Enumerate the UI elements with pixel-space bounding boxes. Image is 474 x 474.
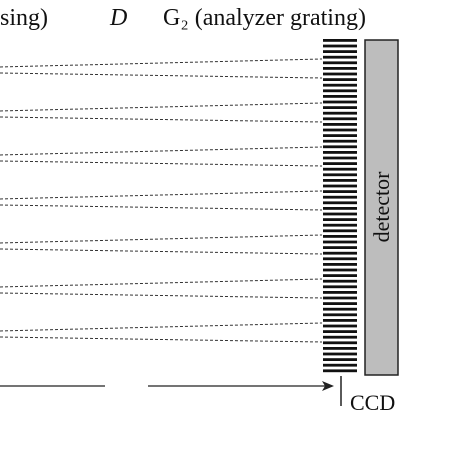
beam-dash	[0, 102, 323, 112]
beam-dash	[0, 292, 323, 299]
label-grating: G₂ (analyzer grating)	[163, 5, 366, 31]
beam-dash	[0, 146, 323, 156]
grating-bar	[323, 341, 357, 345]
beam-dash	[0, 336, 323, 343]
grating-bar	[323, 279, 357, 283]
beam-dash	[0, 72, 323, 79]
grating-bar	[323, 50, 357, 53]
grating-bar	[323, 167, 357, 171]
grating-bar	[323, 100, 357, 104]
grating-bar	[323, 352, 357, 356]
grating-bar	[323, 195, 357, 199]
label-ccd: CCD	[350, 390, 395, 415]
grating-bar	[323, 229, 357, 233]
beam-dash	[0, 204, 323, 211]
grating-bar	[323, 324, 357, 328]
grating-bar	[323, 212, 357, 216]
grating-bar	[323, 156, 357, 160]
grating-bar	[323, 128, 357, 132]
grating-bar	[323, 263, 357, 266]
grating-bar	[323, 363, 357, 367]
grating-bar	[323, 330, 357, 333]
beam-dash	[0, 116, 323, 123]
grating-bar	[323, 190, 357, 193]
grating-bar	[323, 307, 357, 311]
grating-bar	[323, 117, 357, 121]
grating-bar	[323, 111, 357, 115]
beam-dash	[0, 278, 323, 288]
grating-bar	[323, 151, 357, 154]
grating-bar	[323, 235, 357, 238]
grating-bar	[323, 302, 357, 305]
grating-bar	[323, 274, 357, 277]
grating-bar	[323, 246, 357, 249]
grating-bar	[323, 257, 357, 261]
grating-bar	[323, 223, 357, 227]
grating-bar	[323, 369, 357, 373]
grating-bar	[323, 106, 357, 109]
grating-bar	[323, 139, 357, 143]
label-detector: detector	[369, 171, 394, 243]
grating-bar	[323, 89, 357, 93]
grating-bar	[323, 296, 357, 300]
grating-bar	[323, 285, 357, 289]
grating-bar	[323, 78, 357, 81]
beam-dash	[0, 322, 323, 332]
grating-bar	[323, 173, 357, 177]
grating-bar	[323, 201, 357, 205]
beam-dash	[0, 248, 323, 255]
grating-bar	[323, 95, 357, 98]
grating-bar	[323, 83, 357, 87]
grating-bar	[323, 44, 357, 48]
label-fragment: sing)	[0, 5, 48, 31]
grating-bar	[323, 291, 357, 294]
grating-bar	[323, 218, 357, 221]
grating-bar	[323, 358, 357, 361]
grating-bar	[323, 39, 357, 42]
grating-bar	[323, 184, 357, 188]
grating-bar	[323, 319, 357, 322]
grating-bar	[323, 72, 357, 76]
grating-bar	[323, 268, 357, 272]
beam-dash	[0, 58, 323, 68]
grating-bar	[323, 134, 357, 137]
grating-bar	[323, 347, 357, 350]
detector-box	[364, 39, 399, 376]
beam-dash	[0, 160, 323, 167]
grating-bar	[323, 61, 357, 65]
grating-bar	[323, 335, 357, 339]
beam-dash	[0, 234, 323, 244]
grating-bar	[323, 179, 357, 182]
grating-bar	[323, 162, 357, 165]
grating-bar	[323, 313, 357, 317]
arrow-head	[322, 381, 334, 391]
grating-bar	[323, 55, 357, 59]
grating-bar	[323, 123, 357, 126]
label-distance: D	[109, 5, 127, 31]
grating-bar	[323, 251, 357, 255]
grating-bar	[323, 67, 357, 70]
grating-bar	[323, 240, 357, 244]
grating-bar	[323, 207, 357, 210]
beam-dash	[0, 190, 323, 200]
grating	[323, 39, 357, 373]
beam-lines	[0, 58, 323, 343]
grating-bar	[323, 145, 357, 149]
